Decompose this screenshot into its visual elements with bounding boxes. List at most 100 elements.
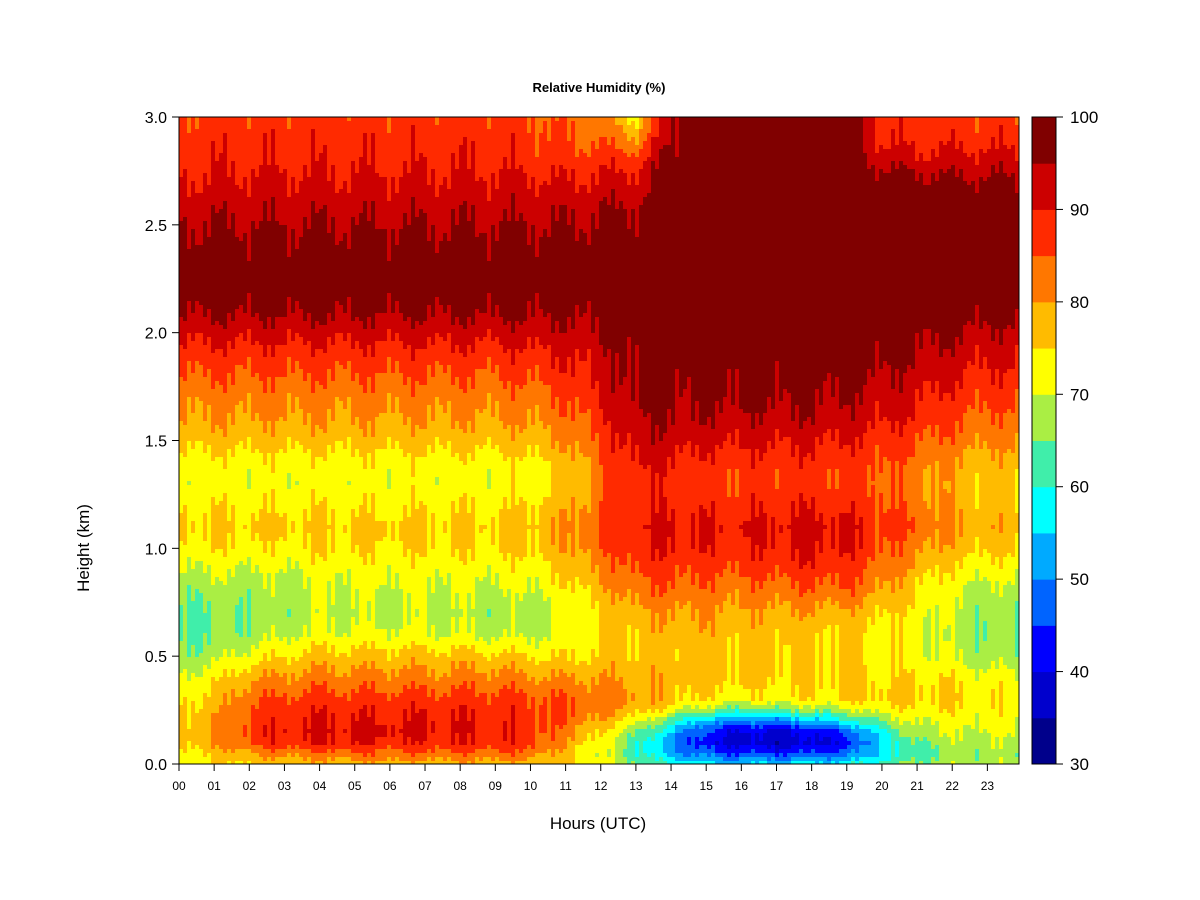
heatmap-cell [427, 141, 432, 146]
heatmap-cell [767, 169, 772, 174]
heatmap-cell [855, 181, 860, 186]
heatmap-cell [991, 193, 996, 198]
heatmap-cell [603, 117, 608, 122]
heatmap-cell [867, 185, 872, 190]
heatmap-cell [267, 205, 272, 210]
heatmap-cell [323, 133, 328, 138]
heatmap-cell [427, 209, 432, 214]
heatmap-cell [507, 141, 512, 146]
heatmap-cell [455, 129, 460, 134]
heatmap-cell [679, 205, 684, 210]
heatmap-cell [459, 161, 464, 166]
heatmap-cell [1011, 189, 1016, 194]
heatmap-cell [663, 121, 668, 126]
heatmap-cell [443, 173, 448, 178]
heatmap-cell [891, 157, 896, 162]
heatmap-cell [287, 161, 292, 166]
heatmap-cell [683, 189, 688, 194]
heatmap-cell [387, 145, 392, 150]
heatmap-cell [935, 193, 940, 198]
heatmap-cell [343, 145, 348, 150]
heatmap-cell [199, 149, 204, 154]
heatmap-cell [627, 121, 632, 126]
heatmap-cell [811, 137, 816, 142]
heatmap-cell [223, 121, 228, 126]
heatmap-cell [891, 149, 896, 154]
heatmap-cell [187, 181, 192, 186]
heatmap-cell [259, 189, 264, 194]
heatmap-cell [531, 121, 536, 126]
heatmap-cell [1007, 173, 1012, 178]
heatmap-cell [659, 193, 664, 198]
heatmap-cell [739, 193, 744, 198]
heatmap-cell [179, 173, 184, 178]
heatmap-cell [287, 141, 292, 146]
heatmap-cell [835, 209, 840, 214]
heatmap-cell [547, 121, 552, 126]
heatmap-cell [795, 189, 800, 194]
heatmap-cell [627, 181, 632, 186]
heatmap-cell [395, 185, 400, 190]
heatmap-cell [899, 185, 904, 190]
heatmap-cell [227, 209, 232, 214]
heatmap-cell [615, 173, 620, 178]
heatmap-cell [719, 197, 724, 202]
heatmap-cell [643, 141, 648, 146]
heatmap-cell [859, 173, 864, 178]
heatmap-cell [599, 185, 604, 190]
heatmap-cell [811, 185, 816, 190]
heatmap-cell [923, 125, 928, 130]
heatmap-cell [447, 169, 452, 174]
heatmap-cell [895, 185, 900, 190]
heatmap-cell [231, 193, 236, 198]
heatmap-cell [815, 173, 820, 178]
heatmap-cell [947, 181, 952, 186]
heatmap-cell [927, 165, 932, 170]
heatmap-cell [327, 121, 332, 126]
heatmap-cell [207, 153, 212, 158]
heatmap-cell [539, 141, 544, 146]
heatmap-cell [375, 205, 380, 210]
heatmap-cell [747, 169, 752, 174]
heatmap-cell [767, 125, 772, 130]
heatmap-cell [567, 137, 572, 142]
heatmap-cell [319, 153, 324, 158]
heatmap-cell [379, 133, 384, 138]
heatmap-cell [611, 129, 616, 134]
heatmap-cell [827, 129, 832, 134]
heatmap-cell [183, 121, 188, 126]
heatmap-cell [559, 145, 564, 150]
heatmap-cell [559, 181, 564, 186]
heatmap-cell [827, 197, 832, 202]
heatmap-cell [431, 153, 436, 158]
heatmap-cell [935, 165, 940, 170]
heatmap-cell [659, 197, 664, 202]
heatmap-cell [435, 125, 440, 130]
heatmap-cell [943, 137, 948, 142]
heatmap-cell [315, 169, 320, 174]
heatmap-cell [763, 133, 768, 138]
heatmap-cell [519, 189, 524, 194]
heatmap-cell [195, 153, 200, 158]
heatmap-cell [787, 165, 792, 170]
heatmap-cell [407, 161, 412, 166]
heatmap-cell [647, 197, 652, 202]
heatmap-cell [907, 145, 912, 150]
heatmap-cell [187, 185, 192, 190]
heatmap-cell [867, 189, 872, 194]
heatmap-cell [823, 153, 828, 158]
heatmap-cell [415, 193, 420, 198]
heatmap-cell [967, 153, 972, 158]
heatmap-cell [303, 165, 308, 170]
heatmap-cell [991, 117, 996, 122]
heatmap-cell [579, 165, 584, 170]
heatmap-cell [859, 149, 864, 154]
heatmap-cell [323, 145, 328, 150]
heatmap-cell [811, 197, 816, 202]
heatmap-cell [315, 153, 320, 158]
heatmap-cell [559, 193, 564, 198]
heatmap-cell [255, 161, 260, 166]
heatmap-cell [315, 161, 320, 166]
heatmap-cell [983, 161, 988, 166]
heatmap-cell [775, 181, 780, 186]
